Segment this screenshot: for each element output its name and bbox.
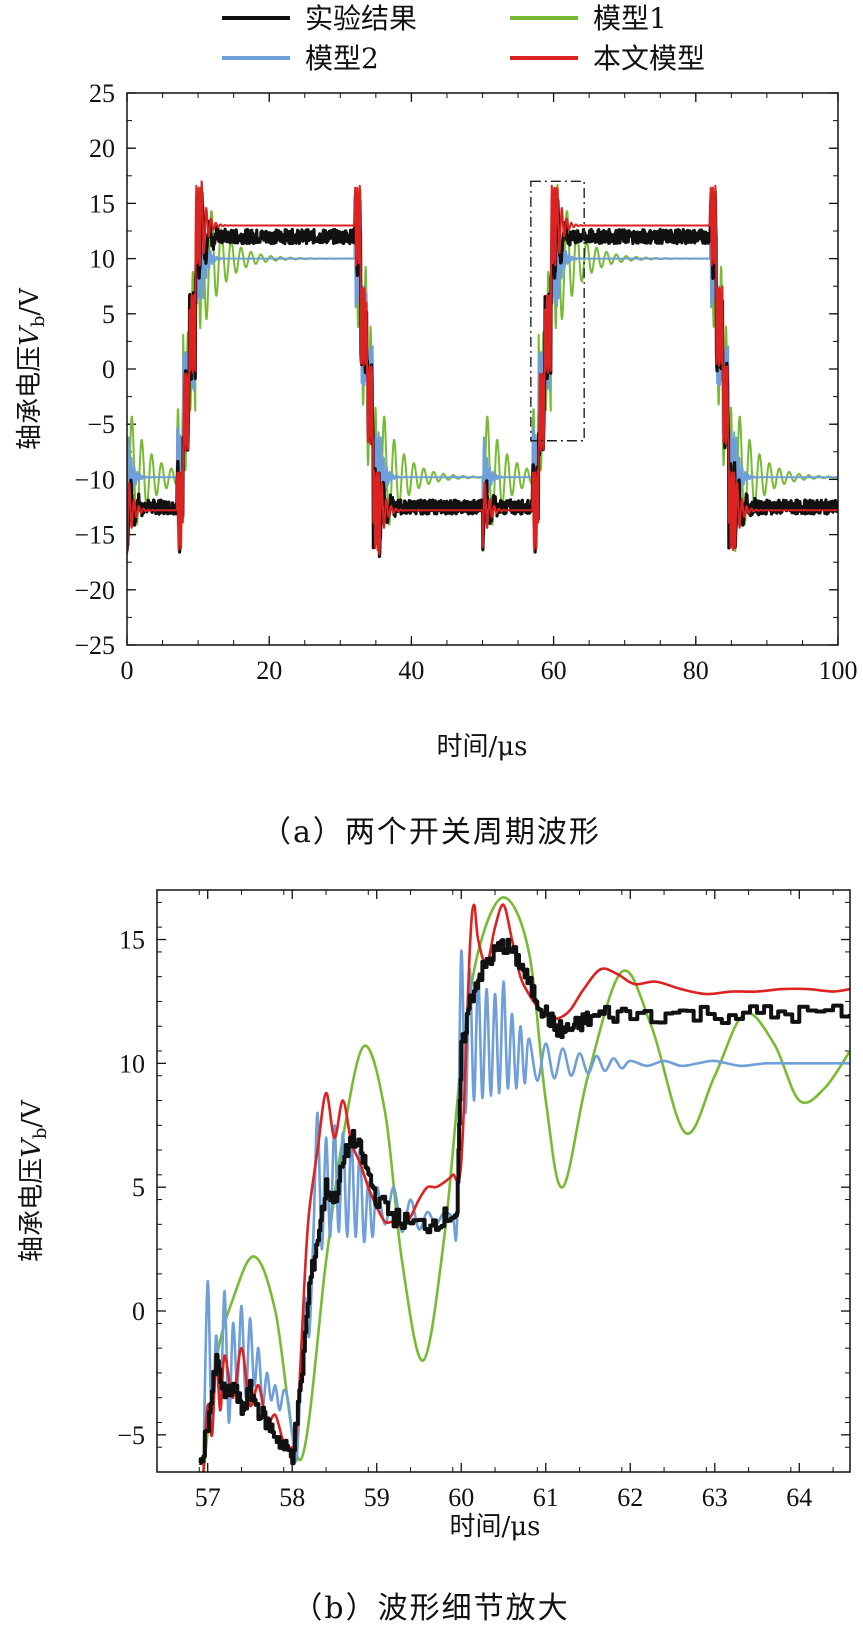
- panel-b-ylabel-symbol: V: [17, 1137, 47, 1158]
- x-tick-label: 62: [617, 1483, 643, 1512]
- panel-a-ylabel-symbol: V: [15, 325, 45, 346]
- panel-b-ylabel-main: 轴承电压: [17, 1158, 47, 1262]
- y-tick-label: −20: [74, 576, 115, 605]
- x-tick-label: 0: [121, 656, 134, 685]
- panel-a-ylabel-main: 轴承电压: [15, 346, 45, 450]
- x-tick-label: 100: [819, 656, 858, 685]
- legend-label-model2: 模型2: [305, 42, 379, 75]
- panel-a-xlabel: 时间/μs: [436, 732, 527, 762]
- panel-a-ylabel: 轴承电压Vb/V: [15, 287, 49, 450]
- x-tick-label: 64: [786, 1483, 812, 1512]
- panel-b-series-experiment: [198, 937, 850, 1466]
- y-tick-label: 5: [102, 300, 115, 329]
- panel-b-ylabel: 轴承电压Vb/V: [17, 1099, 51, 1262]
- panel-a-frame: [126, 92, 839, 646]
- panel-a-ylabel-unit: /V: [15, 287, 45, 316]
- x-tick-label: 58: [279, 1483, 305, 1512]
- y-tick-label: 15: [119, 926, 145, 955]
- x-tick-label: 57: [195, 1483, 221, 1512]
- y-tick-label: 10: [119, 1049, 145, 1078]
- panel-b-xlabel: 时间/μs: [449, 1512, 540, 1542]
- y-tick-label: 10: [89, 245, 115, 274]
- x-tick-label: 60: [541, 656, 567, 685]
- y-tick-label: 20: [89, 134, 115, 163]
- legend-label-this-model: 本文模型: [593, 42, 705, 75]
- x-tick-label: 63: [702, 1483, 728, 1512]
- y-tick-label: 25: [89, 79, 115, 108]
- x-tick-label: 40: [398, 656, 424, 685]
- x-tick-label: 60: [448, 1483, 474, 1512]
- legend: 实验结果 模型1 模型2 本文模型: [222, 2, 705, 75]
- legend-label-model1: 模型1: [593, 2, 667, 35]
- panel-a-ylabel-subscript: b: [28, 316, 49, 328]
- y-tick-label: 5: [132, 1173, 145, 1202]
- x-tick-label: 61: [533, 1483, 559, 1512]
- panel-b-frame: [156, 889, 851, 1473]
- panel-a: 0 20 40 60 80 100 −25 −20 −15 −10 −5 0 5 10 15 20 25 时间/…: [15, 79, 858, 850]
- y-tick-label: 0: [102, 355, 115, 384]
- x-tick-label: 20: [256, 656, 282, 685]
- y-tick-label: −5: [87, 410, 115, 439]
- zoom-box: [530, 180, 585, 442]
- y-tick-label: 15: [89, 189, 115, 218]
- y-tick-label: −10: [74, 465, 115, 494]
- panel-b-caption: （b）波形细节放大: [292, 1591, 569, 1626]
- x-tick-label: 59: [364, 1483, 390, 1512]
- panel-a-caption: （a）两个开关周期波形: [261, 815, 601, 850]
- panel-b-ylabel-subscript: b: [30, 1128, 51, 1140]
- panel-b-ylabel-unit: /V: [17, 1099, 47, 1128]
- y-tick-label: −25: [74, 631, 115, 660]
- y-tick-label: −15: [74, 521, 115, 550]
- y-tick-label: −5: [117, 1421, 145, 1450]
- panel-a-series-this_model: [127, 180, 838, 556]
- x-tick-label: 80: [683, 656, 709, 685]
- legend-label-experiment: 实验结果: [305, 2, 417, 35]
- y-tick-label: 0: [132, 1297, 145, 1326]
